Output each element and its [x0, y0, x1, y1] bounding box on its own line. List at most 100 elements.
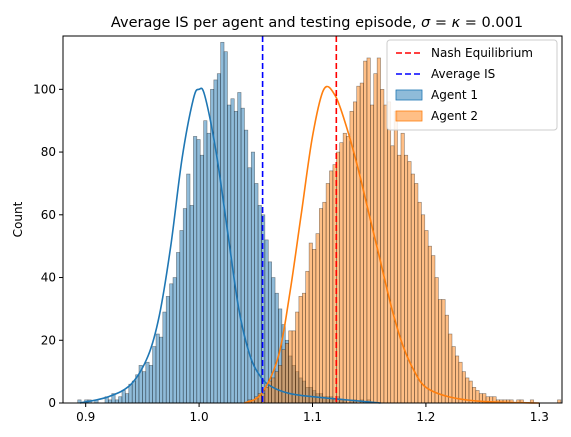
y-tick-label: 80	[41, 145, 56, 159]
bar	[400, 132, 405, 404]
legend-box	[386, 39, 558, 131]
bar	[407, 161, 412, 404]
bar	[237, 92, 242, 404]
bar	[298, 296, 303, 404]
y-tick-label: 20	[41, 333, 56, 347]
y-tick-label: 0	[48, 396, 56, 410]
bar	[393, 110, 398, 404]
bar	[206, 132, 211, 404]
bar	[233, 110, 238, 404]
bar	[427, 245, 432, 404]
bar	[434, 277, 439, 404]
legend-patch-swatch	[395, 89, 423, 101]
bar	[264, 239, 269, 404]
x-tick-label: 1.2	[416, 410, 435, 424]
bar	[182, 208, 187, 404]
bar	[353, 101, 358, 404]
reference-lines	[261, 36, 338, 403]
bar	[448, 333, 453, 404]
bar	[165, 296, 170, 404]
bar	[301, 292, 306, 404]
legend-label: Agent 2	[431, 109, 478, 123]
bar	[444, 314, 449, 404]
bar	[455, 355, 460, 404]
bar	[356, 85, 361, 404]
bar	[172, 277, 177, 404]
bar	[383, 104, 388, 404]
series-1-kde-line	[79, 87, 381, 404]
bar	[431, 255, 436, 404]
bar	[264, 387, 269, 404]
bar	[322, 201, 327, 404]
chart-title: Average IS per agent and testing episode…	[111, 15, 523, 31]
bar	[152, 346, 157, 404]
bar	[363, 60, 368, 404]
bar	[176, 252, 181, 404]
bar	[193, 136, 198, 404]
bar	[295, 311, 300, 404]
legend-label: Agent 1	[431, 88, 478, 102]
legend-patch-swatch	[395, 110, 423, 122]
bar	[142, 371, 147, 404]
legend: Nash Equilibrium Average IS Agent 1 Agent 2	[386, 39, 558, 131]
bar	[118, 396, 123, 404]
bar	[155, 333, 160, 404]
bar	[125, 393, 130, 404]
bar	[148, 365, 153, 404]
bar	[390, 145, 395, 404]
bar	[271, 377, 276, 404]
bar	[305, 270, 310, 404]
bar	[404, 154, 409, 404]
bar	[376, 57, 381, 404]
y-axis-label: Count	[11, 201, 25, 237]
bar	[308, 242, 313, 404]
bar	[281, 349, 286, 404]
bar	[131, 380, 136, 404]
y-tick-label: 40	[41, 271, 56, 285]
series-2-kde-line	[244, 85, 540, 404]
bar	[186, 173, 191, 404]
bar	[325, 183, 330, 404]
bar	[349, 110, 354, 404]
bar	[291, 330, 296, 404]
bar	[159, 336, 164, 404]
bar	[162, 311, 167, 404]
bar	[421, 214, 426, 404]
bar	[461, 371, 466, 404]
bar	[199, 154, 204, 404]
bar	[458, 361, 463, 404]
x-tick-label: 1.3	[530, 410, 549, 424]
bar	[329, 170, 334, 404]
bar	[366, 57, 371, 404]
legend-label: Average IS	[431, 67, 495, 81]
y-axis: 0 20 40 60 80 100	[33, 82, 63, 410]
bar	[189, 205, 194, 404]
bar	[315, 233, 320, 404]
bar	[128, 383, 133, 404]
bar	[121, 390, 126, 404]
bar	[380, 89, 385, 404]
bar	[346, 136, 351, 404]
bar	[196, 139, 201, 404]
x-tick-label: 0.9	[76, 410, 95, 424]
bar	[278, 365, 283, 404]
bar	[244, 129, 249, 404]
bar	[312, 249, 317, 404]
bar	[397, 154, 402, 404]
bar	[387, 101, 392, 404]
bar	[145, 361, 150, 404]
y-tick-label: 60	[41, 208, 56, 222]
bar	[203, 120, 208, 404]
bar	[288, 330, 293, 404]
bar	[438, 299, 443, 404]
series-2-bars	[247, 57, 562, 404]
bar	[342, 132, 347, 404]
x-axis: 0.9 1.0 1.1 1.2 1.3	[76, 403, 549, 424]
legend-label: Nash Equilibrium	[431, 46, 533, 60]
bar	[424, 230, 429, 404]
bar	[414, 183, 419, 404]
bar	[359, 82, 364, 404]
bar	[216, 73, 221, 404]
bar	[417, 201, 422, 404]
